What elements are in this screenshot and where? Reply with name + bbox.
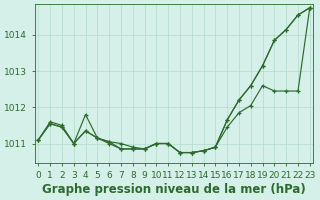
X-axis label: Graphe pression niveau de la mer (hPa): Graphe pression niveau de la mer (hPa) — [42, 183, 306, 196]
